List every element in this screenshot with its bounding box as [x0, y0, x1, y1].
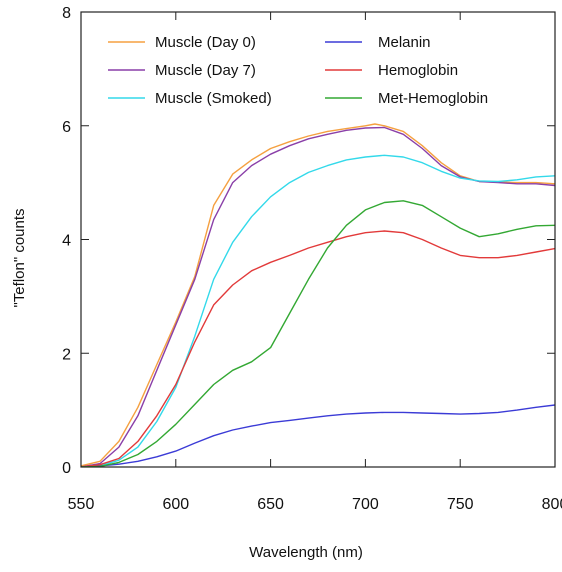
legend: Muscle (Day 0) Muscle (Day 7) Muscle (Smok… [108, 34, 488, 107]
axes: 550 600 650 700 750 800 0 2 4 6 8 [62, 5, 562, 513]
y-tick-label: 0 [62, 460, 71, 477]
series-line-2 [81, 154, 555, 467]
plot-area [81, 123, 555, 467]
legend-label-1: Muscle (Day 7) [155, 62, 256, 79]
series-line-5 [81, 200, 555, 467]
x-tick-label: 650 [257, 496, 284, 513]
legend-label-4: Hemoglobin [378, 62, 458, 79]
x-axis-title: Wavelength (nm) [249, 544, 363, 561]
series-lines [81, 123, 555, 467]
x-tick-label: 750 [447, 496, 474, 513]
series-line-0 [81, 123, 555, 467]
series-line-4 [81, 230, 555, 467]
y-tick-label: 8 [62, 5, 71, 22]
x-tick-label: 600 [162, 496, 189, 513]
y-tick-label: 4 [62, 233, 71, 250]
x-tick-label: 550 [68, 496, 95, 513]
legend-label-0: Muscle (Day 0) [155, 34, 256, 51]
legend-label-3: Melanin [378, 34, 431, 51]
x-tick-label: 700 [352, 496, 379, 513]
x-tick-label: 800 [542, 496, 562, 513]
legend-label-2: Muscle (Smoked) [155, 90, 272, 107]
plot-frame [80, 11, 556, 468]
legend-label-5: Met-Hemoglobin [378, 90, 488, 107]
y-tick-label: 6 [62, 119, 71, 136]
y-tick-label: 2 [62, 346, 71, 363]
series-line-3 [81, 404, 555, 467]
series-line-1 [81, 126, 555, 467]
y-axis-title: "Teflon" counts [11, 208, 28, 307]
